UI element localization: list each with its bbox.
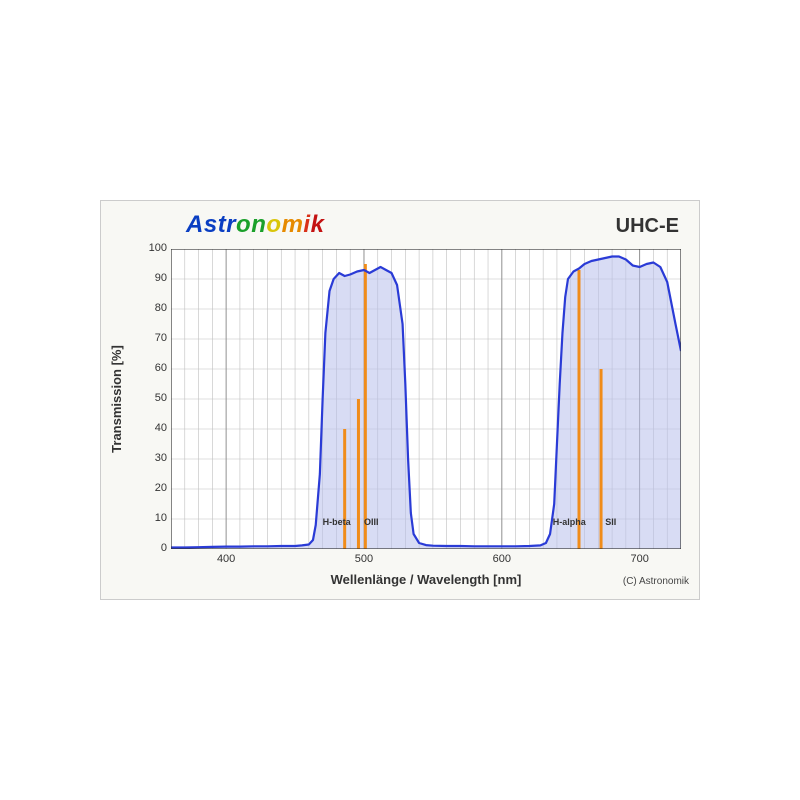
filter-title: UHC-E — [616, 215, 679, 238]
x-tick-label: 500 — [349, 553, 379, 565]
y-tick-label: 80 — [127, 302, 167, 314]
x-axis-label: Wellenlänge / Wavelength [nm] — [171, 572, 681, 587]
plot-area: H-beta OIII H-alpha SII — [171, 249, 681, 549]
y-tick-label: 60 — [127, 362, 167, 374]
y-tick-label: 70 — [127, 332, 167, 344]
brand-logo: Astronomik — [186, 211, 324, 239]
y-tick-label: 20 — [127, 482, 167, 494]
y-axis-label: Transmission [%] — [109, 249, 129, 549]
x-tick-label: 600 — [487, 553, 517, 565]
x-tick-label: 700 — [625, 553, 655, 565]
y-tick-label: 10 — [127, 512, 167, 524]
x-tick-label: 400 — [211, 553, 241, 565]
copyright-text: (C) Astronomik — [623, 576, 689, 587]
y-tick-label: 100 — [127, 242, 167, 254]
y-tick-label: 30 — [127, 452, 167, 464]
svg-text:H-beta: H-beta — [323, 517, 352, 527]
y-tick-label: 40 — [127, 422, 167, 434]
transmission-chart: H-beta OIII H-alpha SII — [171, 249, 681, 549]
y-tick-label: 50 — [127, 392, 167, 404]
svg-text:H-alpha: H-alpha — [553, 517, 587, 527]
y-tick-label: 0 — [127, 542, 167, 554]
svg-text:SII: SII — [605, 517, 616, 527]
chart-frame: Astronomik UHC-E H-beta OIII H-alpha SII We… — [100, 200, 700, 600]
svg-text:OIII: OIII — [364, 517, 379, 527]
y-tick-label: 90 — [127, 272, 167, 284]
